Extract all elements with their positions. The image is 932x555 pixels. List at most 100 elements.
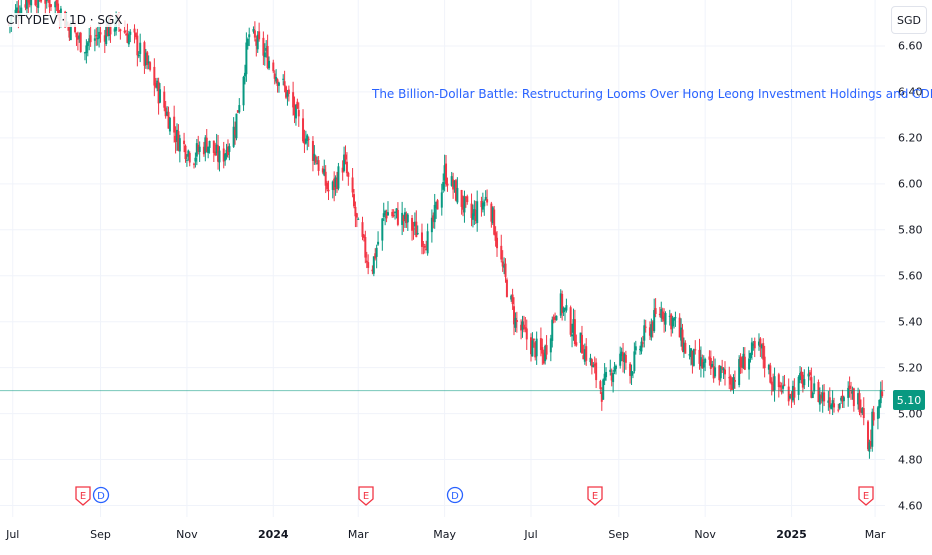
- candle-body: [321, 168, 324, 173]
- candle-body: [694, 349, 697, 351]
- candle-body: [599, 381, 602, 389]
- candle: [780, 382, 783, 395]
- candle: [858, 389, 861, 416]
- candle: [324, 165, 327, 194]
- candle: [651, 320, 654, 338]
- candle: [721, 359, 724, 374]
- candle-body: [242, 76, 245, 106]
- x-tick-label: Jul: [6, 528, 20, 541]
- candle-body: [450, 176, 453, 186]
- candle: [869, 429, 872, 449]
- candle-body: [25, 0, 28, 9]
- candle: [603, 363, 606, 386]
- candle-body: [828, 397, 831, 408]
- candle: [402, 214, 405, 232]
- candle: [868, 439, 871, 459]
- candle-body: [714, 367, 717, 377]
- candle: [212, 140, 215, 162]
- candle-body: [327, 189, 330, 192]
- candle: [273, 70, 276, 85]
- candle: [266, 34, 269, 70]
- candle-body: [333, 178, 336, 191]
- candle: [545, 335, 548, 360]
- candle-body: [147, 61, 150, 64]
- candle: [842, 395, 845, 408]
- candle: [96, 26, 99, 46]
- candle-body: [86, 42, 89, 46]
- candle-body: [738, 359, 741, 386]
- candle-body: [701, 359, 704, 369]
- candle: [711, 360, 714, 368]
- candle: [633, 342, 636, 374]
- candle-body: [297, 110, 300, 117]
- candle-body: [345, 161, 348, 174]
- candle-body: [275, 77, 278, 82]
- candle-body: [306, 135, 309, 141]
- candle: [238, 98, 241, 114]
- candle-body: [833, 403, 836, 408]
- candle-body: [541, 347, 544, 354]
- candle: [673, 316, 676, 329]
- candle-body: [521, 321, 524, 330]
- candle: [302, 109, 305, 143]
- candle: [432, 212, 435, 229]
- candle: [147, 55, 150, 70]
- candle-body: [286, 92, 289, 97]
- candle: [44, 0, 47, 15]
- candle: [176, 123, 178, 151]
- candle-body: [663, 316, 666, 322]
- candle: [205, 129, 208, 153]
- candle: [624, 350, 627, 370]
- candle-body: [783, 384, 786, 386]
- candle-body: [613, 366, 616, 372]
- candle-body: [861, 408, 864, 414]
- candle: [426, 223, 429, 256]
- candle: [827, 391, 830, 411]
- candle: [582, 344, 585, 360]
- candle: [861, 407, 864, 415]
- candle: [252, 26, 255, 34]
- candle-body: [660, 309, 663, 318]
- candle: [129, 29, 132, 43]
- candle: [277, 81, 280, 93]
- candle-body: [534, 342, 537, 358]
- event-marker-label: D: [97, 491, 105, 502]
- candle: [708, 350, 711, 366]
- candle: [668, 309, 671, 326]
- candle-body: [603, 373, 606, 381]
- candle: [510, 294, 513, 302]
- candle-body: [524, 327, 527, 330]
- candle-body: [75, 32, 78, 38]
- candle: [214, 142, 217, 157]
- candle: [575, 334, 578, 347]
- candle: [595, 358, 598, 389]
- candle: [600, 387, 603, 411]
- candle: [248, 27, 251, 47]
- candle: [613, 361, 616, 375]
- y-tick-label: 5.00: [898, 407, 923, 421]
- candle: [602, 378, 605, 400]
- candle: [753, 337, 756, 358]
- candle-body: [817, 381, 820, 402]
- candle-body: [273, 73, 276, 79]
- candle: [127, 30, 130, 48]
- candle: [361, 216, 364, 241]
- symbol-label[interactable]: CITYDEV · 1D · SGX: [4, 13, 125, 27]
- candle: [690, 347, 693, 366]
- candle-body: [673, 318, 676, 321]
- currency-button[interactable]: SGD: [891, 6, 927, 34]
- candle-body: [750, 342, 753, 355]
- candle: [265, 40, 268, 58]
- candle-body: [869, 440, 872, 446]
- candle: [198, 141, 201, 162]
- candle: [385, 209, 388, 223]
- candle: [474, 200, 477, 225]
- headline-annotation: The Billion-Dollar Battle: Restructuring…: [372, 87, 932, 101]
- candle: [837, 403, 840, 413]
- candle: [371, 265, 374, 275]
- candle-body: [218, 150, 221, 163]
- candle-body: [767, 364, 770, 370]
- candle-body: [174, 135, 177, 143]
